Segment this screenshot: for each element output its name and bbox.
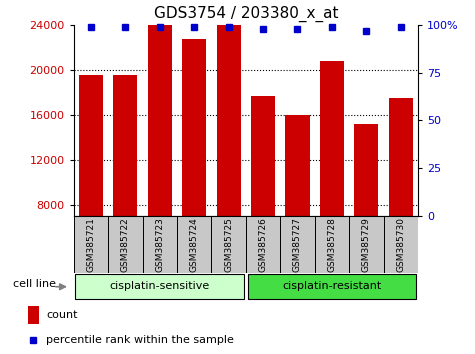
Bar: [314, 216, 349, 273]
Text: GSM385725: GSM385725: [224, 217, 233, 272]
Bar: [320, 61, 344, 216]
Bar: [113, 75, 137, 216]
Bar: [142, 216, 177, 273]
Text: cisplatin-resistant: cisplatin-resistant: [282, 281, 381, 291]
Bar: [74, 216, 108, 273]
Text: GSM385724: GSM385724: [190, 217, 199, 272]
Text: GSM385721: GSM385721: [86, 217, 95, 272]
Text: GSM385730: GSM385730: [396, 217, 405, 272]
Bar: [384, 216, 418, 273]
Text: GSM385728: GSM385728: [327, 217, 336, 272]
Bar: [251, 96, 275, 216]
Bar: [211, 216, 246, 273]
Bar: [246, 216, 280, 273]
Text: cisplatin-sensitive: cisplatin-sensitive: [110, 281, 210, 291]
Bar: [182, 39, 206, 216]
Bar: [217, 0, 241, 216]
Bar: [79, 75, 103, 216]
Bar: [148, 0, 172, 216]
Text: GSM385726: GSM385726: [258, 217, 267, 272]
Bar: [354, 124, 379, 216]
Bar: [76, 274, 244, 299]
Text: percentile rank within the sample: percentile rank within the sample: [46, 335, 234, 346]
Bar: [247, 274, 416, 299]
Bar: [177, 216, 211, 273]
Text: cell line: cell line: [13, 279, 56, 290]
Text: GSM385723: GSM385723: [155, 217, 164, 272]
Bar: [349, 216, 384, 273]
Bar: [389, 98, 413, 216]
Bar: [108, 216, 142, 273]
Text: GSM385727: GSM385727: [293, 217, 302, 272]
Bar: [280, 216, 314, 273]
Bar: [285, 115, 310, 216]
Text: GSM385722: GSM385722: [121, 217, 130, 272]
Text: count: count: [46, 310, 77, 320]
Title: GDS3754 / 203380_x_at: GDS3754 / 203380_x_at: [153, 6, 338, 22]
Bar: [28, 306, 39, 324]
Text: GSM385729: GSM385729: [362, 217, 371, 272]
